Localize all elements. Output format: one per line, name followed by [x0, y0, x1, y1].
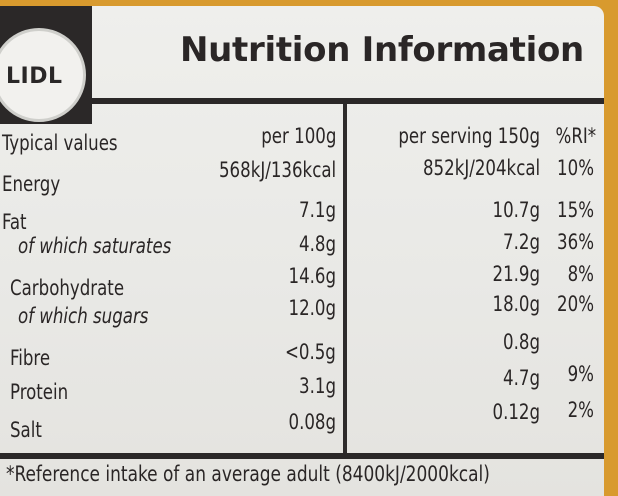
- nutrition-label: LIDL Nutrition Information Typical value…: [0, 6, 604, 496]
- fibre-per-100g: <0.5g: [285, 340, 336, 364]
- salt-ri: 2%: [567, 398, 594, 422]
- carbohydrate-per-serving: 21.9g: [492, 262, 540, 286]
- row-label-salt: Salt: [10, 418, 42, 442]
- fat-ri: 15%: [557, 198, 594, 222]
- header-rule: [92, 98, 604, 104]
- row-label-energy: Energy: [2, 172, 61, 196]
- saturates-ri: 36%: [557, 230, 594, 254]
- carbohydrate-per-100g: 14.6g: [288, 264, 336, 288]
- sugars-ri: 20%: [557, 292, 594, 316]
- fat-per-100g: 7.1g: [299, 198, 336, 222]
- logo-box: [0, 6, 92, 124]
- footnote: *Reference intake of an average adult (8…: [6, 462, 490, 486]
- row-label-protein: Protein: [10, 380, 69, 404]
- row-label-sugars: of which sugars: [18, 304, 149, 328]
- row-label-saturates: of which saturates: [18, 234, 172, 258]
- column-divider: [343, 104, 347, 456]
- row-label-fat: Fat: [2, 210, 27, 234]
- table-title: Nutrition Information: [180, 30, 584, 70]
- protein-per-serving: 4.7g: [503, 366, 540, 390]
- row-label-fibre: Fibre: [10, 346, 51, 370]
- header-ri: %RI*: [555, 124, 596, 148]
- protein-ri: 9%: [567, 362, 594, 386]
- energy-ri: 10%: [557, 156, 594, 180]
- bottom-rule: [0, 453, 604, 459]
- row-label-carbohydrate: Carbohydrate: [10, 276, 125, 300]
- protein-per-100g: 3.1g: [299, 374, 336, 398]
- salt-per-serving: 0.12g: [492, 400, 540, 424]
- sugars-per-serving: 18.0g: [492, 292, 540, 316]
- saturates-per-serving: 7.2g: [503, 230, 540, 254]
- header-per-100g: per 100g: [260, 124, 336, 148]
- header-per-serving: per serving 150g: [398, 124, 540, 148]
- logo-text: LIDL: [6, 64, 63, 89]
- header-typical-values: Typical values: [2, 131, 118, 155]
- energy-per-serving: 852kJ/204kcal: [422, 156, 540, 180]
- fat-per-serving: 10.7g: [492, 198, 540, 222]
- energy-per-100g: 568kJ/136kcal: [218, 158, 336, 182]
- salt-per-100g: 0.08g: [288, 410, 336, 434]
- fibre-per-serving: 0.8g: [503, 330, 540, 354]
- sugars-per-100g: 12.0g: [288, 296, 336, 320]
- carbohydrate-ri: 8%: [567, 262, 594, 286]
- lidl-logo: [0, 28, 86, 122]
- saturates-per-100g: 4.8g: [299, 232, 336, 256]
